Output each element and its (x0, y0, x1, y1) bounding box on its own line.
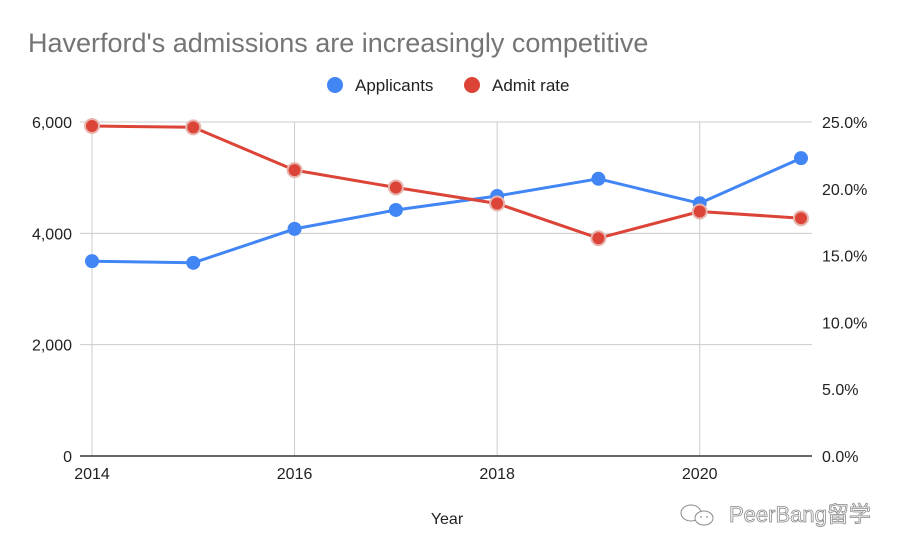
point-admit-rate (185, 119, 202, 136)
point-admit-rate (793, 210, 809, 227)
x-axis-label: Year (431, 511, 464, 528)
point-applicants (794, 151, 808, 166)
y-left-tick-label: 0 (63, 449, 72, 466)
watermark-text: PeerBang留学 (729, 502, 871, 527)
wechat-icon (680, 504, 714, 526)
y-right-tick-label: 5.0% (822, 382, 858, 399)
y-left-tick-label: 6,000 (32, 115, 72, 132)
chart-title: Haverford's admissions are increasingly … (28, 28, 648, 58)
y-right-tick-label: 10.0% (822, 315, 867, 332)
watermark: PeerBang留学 (680, 502, 871, 527)
line-applicants (91, 156, 802, 265)
y-left-tick-label: 2,000 (32, 338, 72, 355)
point-applicants (85, 254, 99, 269)
legend-label-applicants: Applicants (355, 76, 433, 95)
point-applicants (287, 221, 302, 236)
x-axis-ticks: 2014 2016 2018 2020 (74, 466, 717, 483)
x-tick-label: 2018 (479, 466, 515, 483)
x-tick-label: 2020 (682, 466, 718, 483)
point-applicants (388, 202, 403, 217)
legend-marker-admit-rate (464, 77, 480, 93)
point-applicants (591, 171, 606, 186)
legend-marker-applicants (327, 77, 343, 93)
point-admit-rate (590, 230, 607, 247)
point-admit-rate (387, 179, 404, 196)
y-right-tick-label: 25.0% (822, 115, 867, 132)
line-admit-rate (91, 124, 802, 240)
legend: Applicants Admit rate (327, 76, 569, 95)
y-right-tick-label: 15.0% (822, 249, 867, 266)
point-applicants (186, 255, 201, 270)
point-admit-rate (489, 195, 506, 212)
y-axis-right-ticks: 0.0% 5.0% 10.0% 15.0% 20.0% 25.0% (822, 115, 867, 466)
point-admit-rate (84, 118, 100, 135)
legend-label-admit-rate: Admit rate (492, 76, 569, 95)
gridlines (80, 121, 812, 456)
y-axis-left-ticks: 0 2,000 4,000 6,000 (32, 115, 72, 466)
y-right-tick-label: 20.0% (822, 182, 867, 199)
series-layer (84, 118, 809, 270)
point-admit-rate (286, 162, 303, 179)
y-left-tick-label: 4,000 (32, 226, 72, 243)
x-tick-label: 2014 (74, 466, 110, 483)
y-right-tick-label: 0.0% (822, 449, 858, 466)
point-admit-rate (691, 203, 708, 220)
x-tick-label: 2016 (277, 466, 313, 483)
